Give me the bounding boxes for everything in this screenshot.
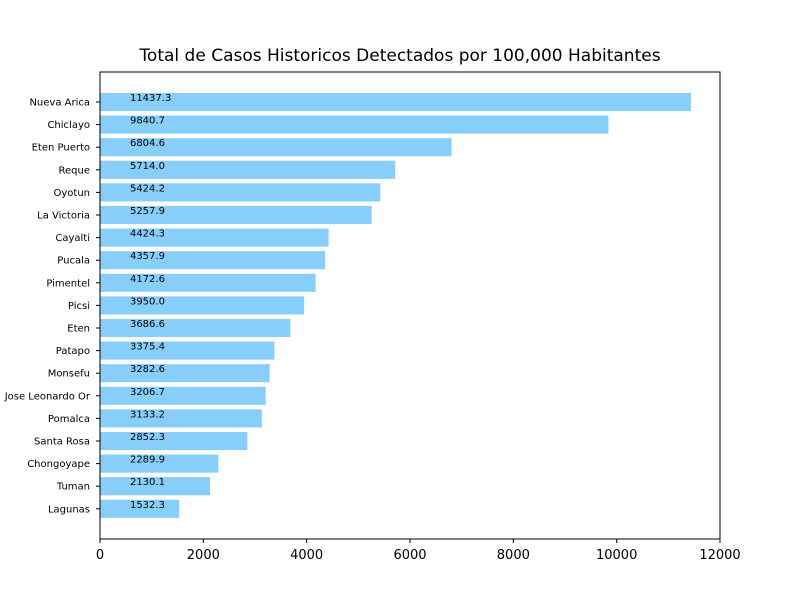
category-label: Eten Puerto xyxy=(32,143,90,154)
category-label: Tuman xyxy=(56,482,90,493)
value-label: 4424.3 xyxy=(130,229,165,240)
bar-eten-puerto xyxy=(100,138,452,157)
value-label: 11437.3 xyxy=(130,93,171,104)
category-label: Nueva Arica xyxy=(29,98,90,109)
category-label: Pomalca xyxy=(48,414,90,425)
value-label: 3375.4 xyxy=(130,342,165,353)
category-label: Santa Rosa xyxy=(34,437,90,448)
category-label: Monsefu xyxy=(48,369,90,380)
bar-eten xyxy=(100,318,291,338)
x-tick-label: 12000 xyxy=(699,548,740,563)
value-labels: 11437.3 9840.7 6804.6 5714.0 5424.2 5257.9 442… xyxy=(130,93,171,511)
bar-patapo xyxy=(100,341,275,360)
value-label: 5257.9 xyxy=(130,206,165,217)
value-label: 3686.6 xyxy=(130,319,165,330)
category-label: Pucala xyxy=(57,256,90,267)
category-label: Oyotun xyxy=(53,188,90,199)
value-label: 9840.7 xyxy=(130,116,165,127)
category-label: Cayalti xyxy=(55,233,90,244)
value-label: 3133.2 xyxy=(130,409,165,420)
x-tick-label: 8000 xyxy=(497,548,530,563)
plot-frame xyxy=(99,71,721,540)
x-tick-label: 2000 xyxy=(187,548,220,563)
value-label: 5714.0 xyxy=(130,161,165,172)
value-label: 3206.7 xyxy=(130,387,165,398)
category-label: Picsi xyxy=(68,301,90,312)
value-label: 3950.0 xyxy=(130,296,165,307)
value-label: 5424.2 xyxy=(130,183,165,194)
value-label: 4172.6 xyxy=(130,274,165,285)
bar-picsi xyxy=(100,296,305,315)
x-tick-label: 10000 xyxy=(596,548,637,563)
bar-tuman xyxy=(100,477,211,496)
category-label: Lagunas xyxy=(48,504,90,515)
bar-lagunas xyxy=(100,499,180,518)
bar-jose-leonardo-or xyxy=(100,386,266,405)
bar-chongoyape xyxy=(100,454,219,473)
x-axis-ticks: 0 2000 4000 6000 8000 10000 12000 xyxy=(96,539,741,563)
value-label: 1532.3 xyxy=(130,500,165,511)
category-label: La Victoria xyxy=(37,211,90,222)
bar-nueva-arica xyxy=(100,92,691,112)
value-label: 6804.6 xyxy=(130,138,165,149)
x-tick-label: 4000 xyxy=(290,548,323,563)
category-labels: Nueva Arica Chiclayo Eten Puerto Reque Oyotu… xyxy=(4,98,100,515)
category-label: Patapo xyxy=(56,346,90,357)
value-label: 2852.3 xyxy=(130,432,165,443)
category-label: Pimentel xyxy=(46,278,90,289)
category-label: Chongoyape xyxy=(27,459,90,470)
bar-la-victoria xyxy=(100,205,372,225)
bar-oyotun xyxy=(100,183,381,202)
bar-cayalti xyxy=(100,228,329,247)
bar-reque xyxy=(100,160,396,179)
bar-pimentel xyxy=(100,273,316,292)
value-label: 4357.9 xyxy=(130,251,165,262)
chart-title: Total de Casos Historicos Detectados por… xyxy=(138,46,660,66)
x-tick-label: 6000 xyxy=(393,548,426,563)
bar-santa-rosa xyxy=(100,431,248,451)
category-label: Jose Leonardo Or xyxy=(4,391,91,402)
value-label: 3282.6 xyxy=(130,364,165,375)
bars-group xyxy=(100,92,691,518)
value-label: 2289.9 xyxy=(130,455,165,466)
bar-chiclayo xyxy=(100,115,609,134)
x-tick-label: 0 xyxy=(96,548,104,563)
bar-pucala xyxy=(100,251,326,270)
bar-monsefu xyxy=(100,364,270,383)
category-label: Chiclayo xyxy=(47,120,90,131)
category-label: Eten xyxy=(67,324,90,335)
value-label: 2130.1 xyxy=(130,477,165,488)
bar-pomalca xyxy=(100,409,262,428)
category-label: Reque xyxy=(59,165,91,176)
